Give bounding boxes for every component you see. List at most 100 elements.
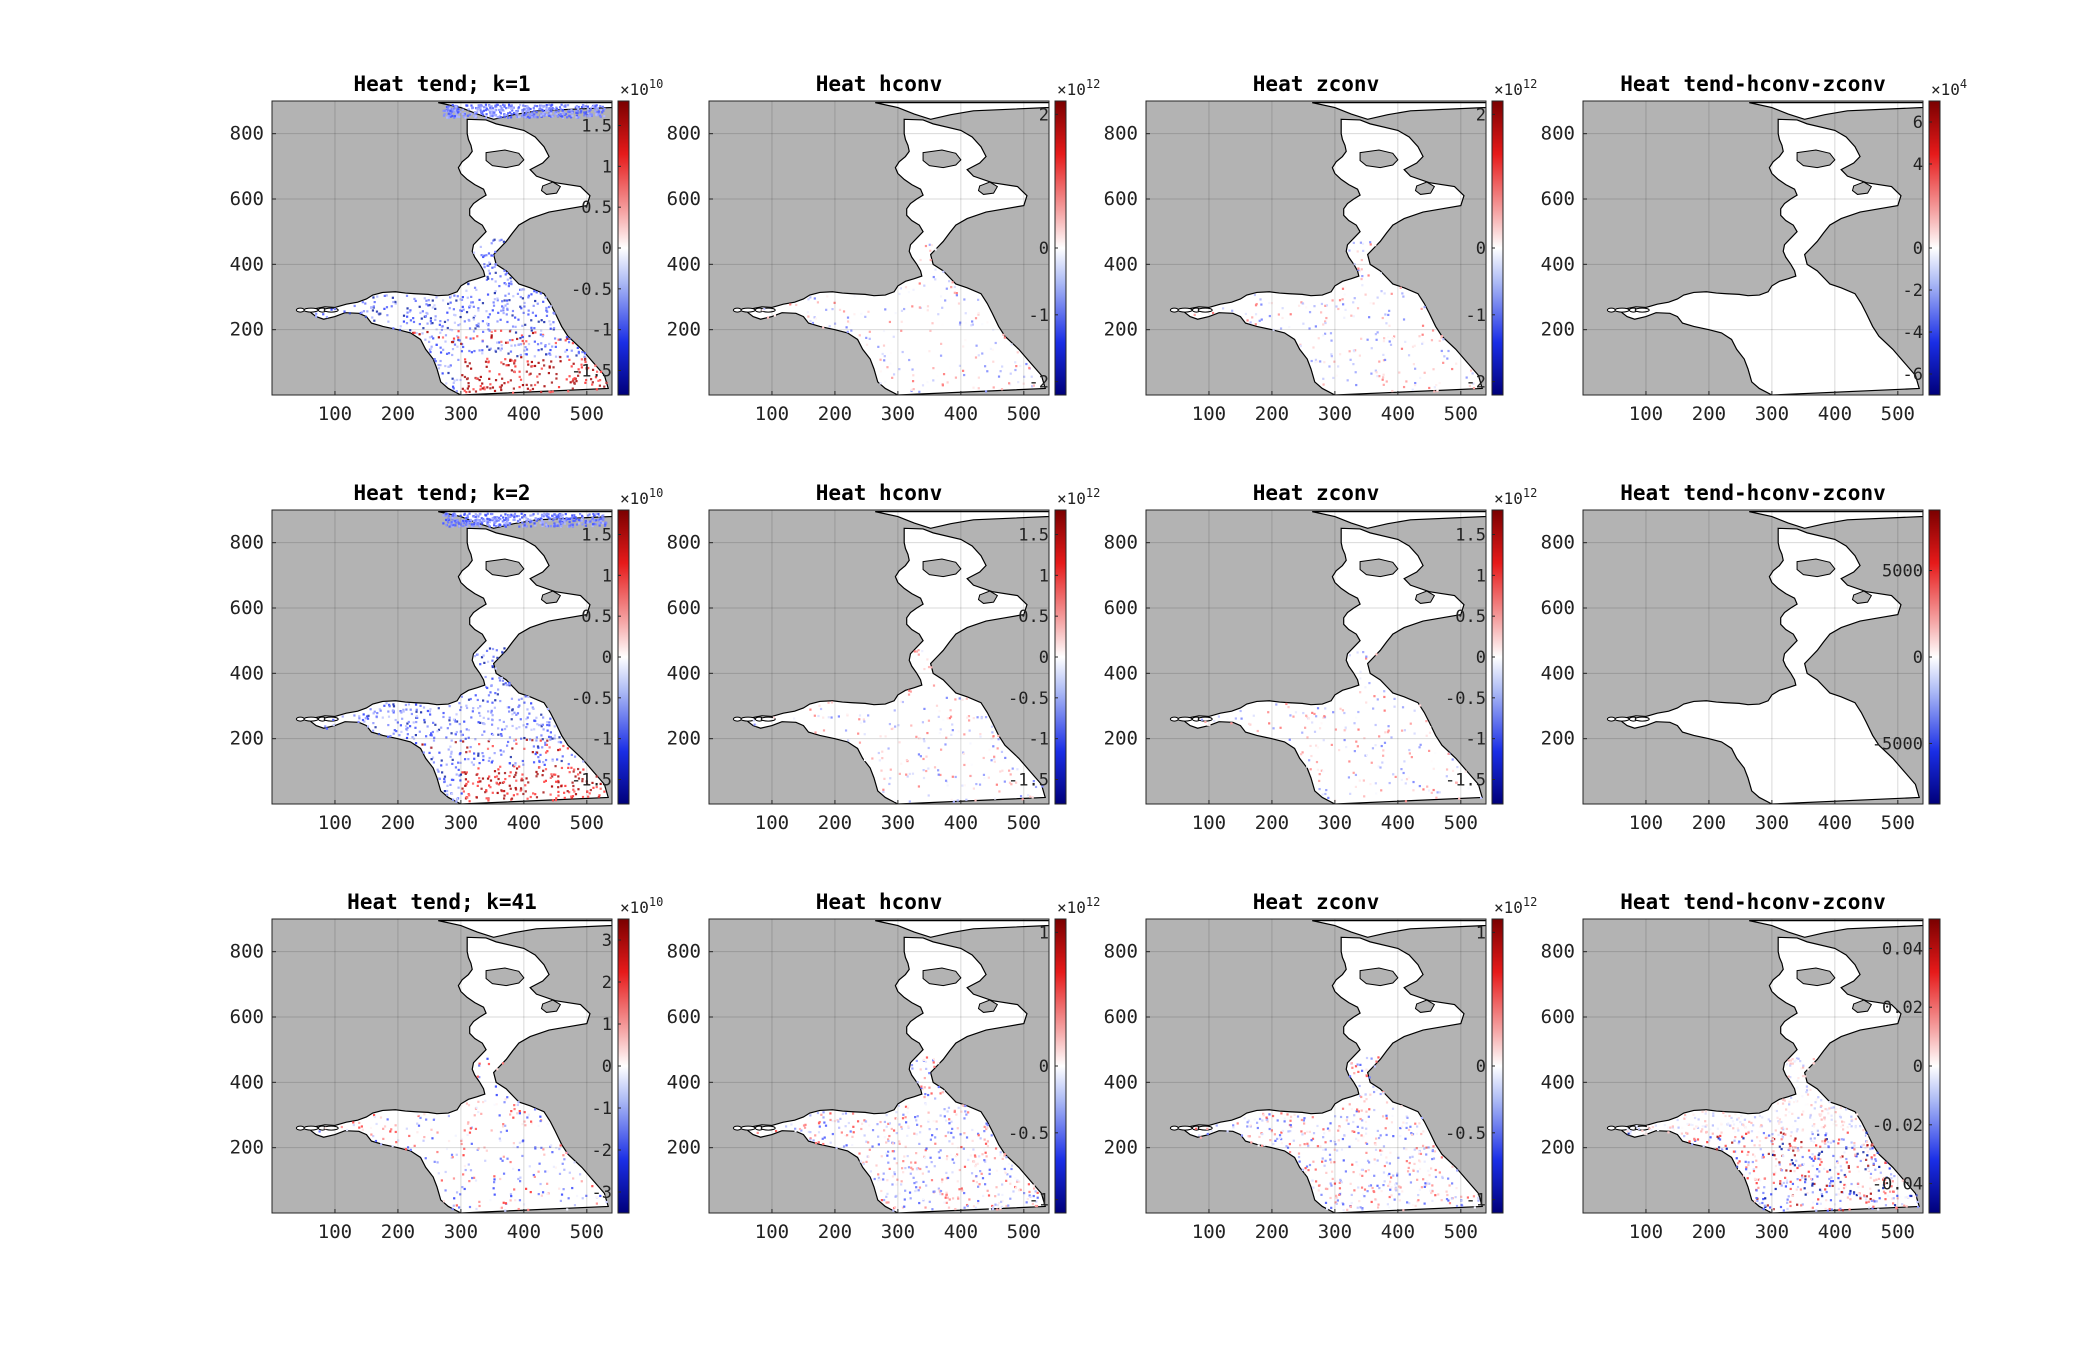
colorbar-tick-label: -2 — [1466, 373, 1486, 393]
land-island — [977, 181, 999, 195]
colorbar-tick-label: 2 — [602, 973, 612, 993]
colorbar-tick-label: 0 — [1039, 1057, 1049, 1077]
y-tick-label: 600 — [1104, 1006, 1138, 1028]
plot-area — [1583, 919, 1923, 1213]
y-tick-label: 200 — [1541, 319, 1575, 341]
ocean-basin — [747, 527, 1047, 804]
colorbar-tick-label: 0 — [1476, 648, 1486, 668]
colorbar-exponent: ×1012 — [1057, 486, 1100, 508]
colorbar-exponent: ×1010 — [620, 77, 663, 99]
panel-5: Heat tend; k=2 100 200 300 400 500 200 400 600 80… — [230, 481, 664, 834]
colorbar-tick-label: 0.04 — [1882, 939, 1923, 959]
data-field — [752, 649, 1044, 803]
island — [1177, 307, 1193, 313]
colorbar-tick-label: 2 — [1476, 105, 1486, 125]
land-island — [485, 149, 525, 169]
island — [295, 307, 305, 313]
plot-area — [1146, 510, 1486, 804]
x-tick-label: 400 — [1818, 403, 1852, 425]
y-tick-label: 200 — [667, 1137, 701, 1159]
x-tick-label: 200 — [1692, 403, 1726, 425]
x-tick-label: 100 — [1629, 812, 1663, 834]
colorbar-exponent: ×1012 — [1494, 77, 1537, 99]
x-tick-label: 500 — [1444, 403, 1478, 425]
panel-title: Heat tend-hconv-zconv — [1620, 72, 1886, 96]
panel-title: Heat zconv — [1253, 890, 1379, 914]
colorbar-tick-label: 1 — [602, 1015, 612, 1035]
colorbar-exponent: ×1010 — [620, 486, 663, 508]
land-island — [540, 999, 562, 1013]
y-tick-label: 800 — [230, 941, 264, 963]
colorbar-tick-label: -0.04 — [1872, 1175, 1923, 1195]
ocean-north — [438, 920, 612, 938]
plot-area — [1146, 919, 1486, 1213]
x-tick-label: 400 — [1818, 1221, 1852, 1243]
y-tick-label: 800 — [1104, 941, 1138, 963]
y-tick-label: 600 — [1541, 188, 1575, 210]
data-field — [1194, 1056, 1480, 1212]
land-island — [1414, 590, 1436, 604]
colorbar-tick-label: 5000 — [1882, 562, 1923, 582]
colorbar-tick-label: 0 — [1039, 648, 1049, 668]
x-tick-label: 300 — [1755, 812, 1789, 834]
colorbar-tick-label: 0.5 — [581, 198, 612, 218]
panel-11: Heat zconv 100 200 300 400 500 200 400 600 800 1 0 -… — [1104, 890, 1538, 1243]
land-island — [1796, 558, 1836, 578]
island — [732, 1125, 742, 1131]
y-tick-label: 200 — [1541, 1137, 1575, 1159]
colorbar-tick-label: 0 — [602, 648, 612, 668]
ocean-basin — [1621, 118, 1921, 395]
axes-box — [271, 918, 613, 1214]
x-tick-label: 500 — [1881, 812, 1915, 834]
axes-box — [708, 918, 1050, 1214]
island — [323, 716, 339, 722]
panel-title: Heat zconv — [1253, 481, 1379, 505]
colorbar-tick-label: 0.5 — [581, 607, 612, 627]
plot-area — [272, 101, 612, 395]
x-tick-label: 200 — [1692, 1221, 1726, 1243]
island — [1614, 716, 1630, 722]
x-tick-label: 300 — [881, 812, 915, 834]
ocean-basin — [310, 527, 610, 804]
y-tick-label: 400 — [230, 253, 264, 275]
island — [1606, 307, 1616, 313]
axes-box — [1145, 100, 1487, 396]
land-island — [485, 558, 525, 578]
colorbar-tick-label: 4 — [1913, 155, 1923, 175]
y-tick-label: 600 — [1541, 1006, 1575, 1028]
x-tick-label: 100 — [755, 812, 789, 834]
colorbar-tick-label: -1.5 — [1008, 771, 1049, 791]
x-tick-label: 500 — [570, 1221, 604, 1243]
plot-area — [272, 510, 612, 804]
x-tick-label: 300 — [1318, 1221, 1352, 1243]
colorbar-tick-label: 0.5 — [1455, 607, 1486, 627]
y-tick-label: 400 — [667, 1071, 701, 1093]
land-island — [977, 999, 999, 1013]
island — [740, 307, 756, 313]
axes-box — [1145, 509, 1487, 805]
colorbar-tick-label: 0 — [1913, 239, 1923, 259]
x-tick-label: 500 — [570, 812, 604, 834]
axes-box — [1582, 100, 1924, 396]
panel-6: Heat hconv 100 200 300 400 500 200 400 600 800 1.5… — [667, 481, 1101, 834]
x-tick-label: 100 — [755, 1221, 789, 1243]
y-tick-label: 400 — [230, 1071, 264, 1093]
land-island — [922, 558, 962, 578]
colorbar-tick-label: -0.02 — [1872, 1116, 1923, 1136]
colorbar-tick-label: 3 — [602, 931, 612, 951]
y-tick-label: 800 — [1541, 532, 1575, 554]
colorbar-tick-label: 1 — [1476, 923, 1486, 943]
island — [740, 1125, 756, 1131]
colorbar-tick-label: 0.02 — [1882, 998, 1923, 1018]
y-tick-label: 200 — [230, 319, 264, 341]
x-tick-label: 200 — [381, 1221, 415, 1243]
x-tick-label: 500 — [1007, 1221, 1041, 1243]
colorbar-tick-label: -4 — [1903, 323, 1923, 343]
colorbar-tick-label: 2 — [1039, 105, 1049, 125]
x-tick-label: 400 — [507, 1221, 541, 1243]
y-tick-label: 400 — [1104, 662, 1138, 684]
y-tick-label: 400 — [1541, 253, 1575, 275]
x-tick-label: 300 — [1318, 812, 1352, 834]
panel-title: Heat tend-hconv-zconv — [1620, 481, 1886, 505]
plot-area — [1583, 510, 1923, 804]
